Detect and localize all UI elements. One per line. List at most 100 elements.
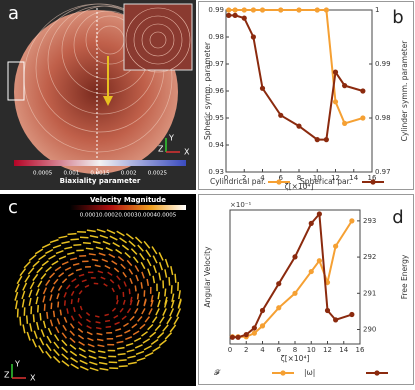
velocity-arrow bbox=[40, 313, 41, 320]
velocity-arrow bbox=[95, 316, 99, 317]
velocity-arrow bbox=[135, 285, 136, 291]
y-tick-label: 0.93 bbox=[208, 168, 224, 176]
point bbox=[226, 13, 231, 18]
x-axis-label: ζ[×10⁴] bbox=[281, 354, 310, 363]
x-tick-label: 14 bbox=[339, 346, 348, 354]
panel-b-frame bbox=[199, 2, 414, 190]
point bbox=[324, 137, 329, 142]
velocity-arrow bbox=[80, 237, 88, 238]
velocity-arrow bbox=[54, 311, 55, 317]
y2-tick-label: 292 bbox=[363, 253, 376, 261]
x-tick-label: 4 bbox=[260, 346, 265, 354]
legend-marker bbox=[276, 179, 281, 184]
axis-label: Z bbox=[158, 145, 164, 154]
colorbar-tick: 0.002 bbox=[121, 171, 137, 177]
point bbox=[324, 7, 329, 12]
colorbar-label: Velocity Magnitude bbox=[90, 196, 166, 204]
velocity-arrow bbox=[60, 310, 61, 316]
point bbox=[309, 221, 314, 226]
point bbox=[349, 312, 354, 317]
point bbox=[315, 7, 320, 12]
velocity-arrow bbox=[33, 314, 34, 322]
velocity-arrow bbox=[89, 254, 96, 255]
legend-marker bbox=[280, 370, 285, 375]
velocity-arrow bbox=[96, 328, 101, 329]
legend-marker bbox=[370, 179, 375, 184]
velocity-arrow bbox=[129, 289, 130, 294]
axis-label: Y bbox=[14, 360, 20, 369]
point bbox=[360, 88, 365, 93]
point bbox=[260, 308, 265, 313]
colorbar-tick: 0.0002 bbox=[99, 213, 118, 219]
panel-c bbox=[0, 194, 196, 386]
colorbar bbox=[14, 160, 186, 166]
velocity-arrow bbox=[117, 348, 124, 349]
legend-marker bbox=[374, 370, 379, 375]
point bbox=[309, 269, 314, 274]
point bbox=[325, 308, 330, 313]
y2-tick-label: 0.98 bbox=[375, 114, 391, 122]
colorbar-tick: 0.0003 bbox=[118, 213, 138, 219]
velocity-arrow bbox=[119, 366, 128, 367]
point bbox=[226, 7, 231, 12]
y2-tick-label: 1 bbox=[375, 6, 379, 14]
y-tick-label: 0.94 bbox=[208, 141, 224, 149]
x-tick-label: 16 bbox=[356, 346, 365, 354]
axis-label: X bbox=[30, 374, 36, 383]
velocity-arrow bbox=[165, 289, 166, 297]
legend-label: Spherical par. bbox=[300, 177, 351, 186]
point bbox=[276, 281, 281, 286]
point bbox=[260, 86, 265, 91]
y2-axis-label: Cylinder symm. parameter bbox=[400, 40, 409, 142]
plot-frame bbox=[226, 10, 372, 172]
velocity-arrow bbox=[158, 292, 159, 299]
colorbar-tick: 0.0004 bbox=[138, 213, 158, 219]
y-axis-label: Spheric symm. parameter bbox=[203, 41, 212, 140]
point bbox=[236, 335, 241, 340]
x-tick-label: 12 bbox=[323, 346, 332, 354]
velocity-arrow bbox=[27, 315, 28, 323]
axis-label: Z bbox=[4, 371, 10, 380]
point bbox=[251, 34, 256, 39]
velocity-arrow bbox=[83, 243, 91, 244]
velocity-arrow bbox=[169, 277, 170, 285]
point bbox=[278, 7, 283, 12]
point bbox=[292, 254, 297, 259]
panel-letter: d bbox=[392, 207, 403, 228]
y2-tick-label: 0.97 bbox=[375, 168, 391, 176]
y-axis-label: Angular Velocity bbox=[203, 246, 212, 308]
axis-label: X bbox=[184, 148, 190, 157]
point bbox=[260, 323, 265, 328]
y-tick-label: 0.98 bbox=[208, 33, 224, 41]
velocity-arrow bbox=[106, 327, 111, 328]
velocity-arrow bbox=[141, 282, 142, 288]
point bbox=[230, 335, 235, 340]
velocity-arrow bbox=[65, 300, 66, 305]
point bbox=[242, 16, 247, 21]
velocity-arrow bbox=[138, 294, 139, 300]
point bbox=[360, 115, 365, 120]
velocity-arrow bbox=[118, 360, 126, 361]
colorbar-tick: 0.0005 bbox=[157, 213, 177, 219]
velocity-arrow bbox=[105, 321, 110, 322]
point bbox=[242, 7, 247, 12]
velocity-arrow bbox=[70, 239, 78, 240]
y-tick-label: 0.99 bbox=[208, 6, 224, 14]
point bbox=[292, 291, 297, 296]
velocity-arrow bbox=[68, 234, 77, 235]
velocity-arrow bbox=[96, 322, 101, 323]
point bbox=[296, 7, 301, 12]
point bbox=[333, 244, 338, 249]
y2-tick-label: 293 bbox=[363, 217, 376, 225]
point bbox=[317, 258, 322, 263]
colorbar-tick: 0.0025 bbox=[148, 171, 168, 177]
velocity-arrow bbox=[47, 312, 48, 319]
velocity-arrow bbox=[118, 354, 126, 355]
legend-label: 𝓕 bbox=[214, 368, 222, 377]
colorbar-tick: 0.0015 bbox=[90, 171, 110, 177]
velocity-arrow bbox=[71, 299, 72, 304]
y2-axis-label: Free Energy bbox=[400, 254, 409, 299]
x-tick-label: 8 bbox=[293, 346, 297, 354]
point bbox=[251, 7, 256, 12]
